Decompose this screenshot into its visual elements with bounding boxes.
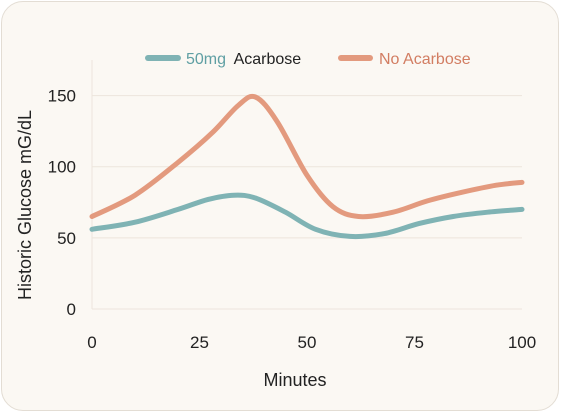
tick-labels: 0 50 100 150 0 25 50 75 100 [48,87,537,352]
y-axis-title: Historic Glucose mG/dL [15,110,35,300]
legend-label-acarbose-dose: 50mg [186,51,226,68]
legend-label-acarbose-name: Acarbose [234,51,302,68]
x-tick-label-75: 75 [405,333,424,352]
legend-label-acarbose: 50mg Acarbose [186,51,301,68]
series-layer [89,93,525,240]
x-tick-label-0: 0 [87,333,96,352]
y-tick-label-0: 0 [67,300,76,319]
legend-label-no-acarbose: No Acarbose [379,51,471,68]
x-axis-title: Minutes [263,370,326,390]
y-tick-label-50: 50 [57,229,76,248]
x-tick-label-25: 25 [190,333,209,352]
y-tick-label-100: 100 [48,158,76,177]
y-tick-label-150: 150 [48,87,76,106]
x-tick-label-50: 50 [298,333,317,352]
grid-lines [91,60,522,310]
series-line-acarbose [89,192,525,240]
series-line-no-acarbose [89,93,525,220]
legend: 50mg Acarbose No Acarbose [145,51,471,68]
x-tick-label-100: 100 [508,333,536,352]
